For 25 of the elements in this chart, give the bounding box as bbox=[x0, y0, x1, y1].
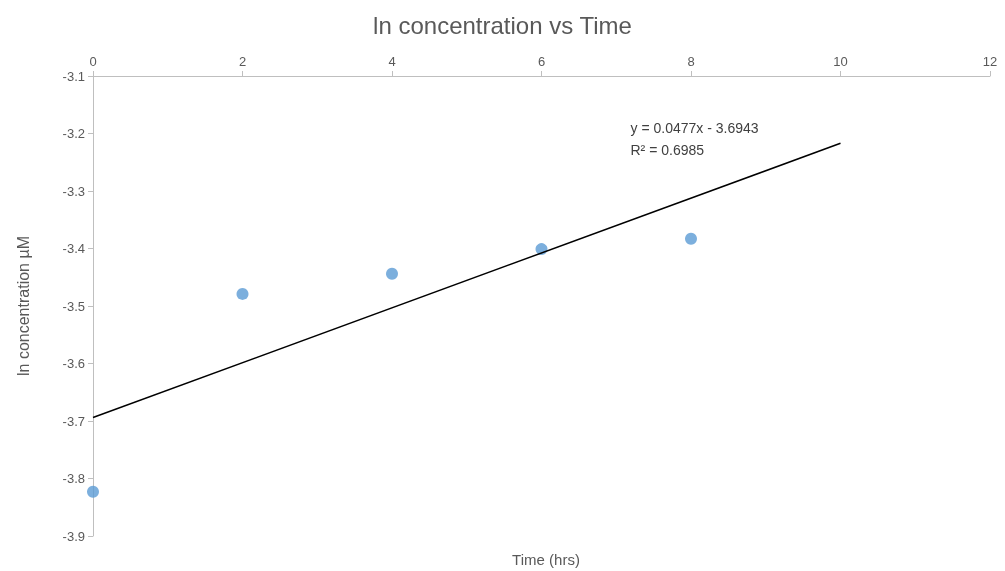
x-axis-title: Time (hrs) bbox=[512, 551, 580, 568]
x-tick-label: 10 bbox=[833, 54, 848, 69]
x-tick-label: 8 bbox=[687, 54, 695, 69]
annotation: R² = 0.6985 bbox=[630, 142, 705, 159]
y-tick-label: -3.2 bbox=[62, 126, 85, 141]
y-tick-label: -3.6 bbox=[62, 356, 85, 371]
point bbox=[87, 485, 99, 498]
y-tick-label: -3.4 bbox=[62, 241, 85, 256]
y-tick-label: -3.5 bbox=[62, 298, 85, 314]
chart-title: ln concentration vs Time bbox=[373, 11, 632, 39]
x-tick-label: 4 bbox=[388, 54, 396, 69]
x-tick-label: 6 bbox=[537, 54, 546, 69]
y-tick-label: -3.9 bbox=[62, 528, 85, 544]
y-tick-label: -3.3 bbox=[62, 183, 85, 199]
y-tick-label: -3.8 bbox=[62, 471, 85, 486]
y-tick-label: -3.7 bbox=[62, 413, 85, 429]
x-tick-label: 12 bbox=[982, 54, 998, 69]
y-tick-label: -3.1 bbox=[62, 68, 85, 84]
x-tick-label: 2 bbox=[238, 54, 247, 69]
annotation: y = 0.0477x - 3.6943 bbox=[630, 120, 759, 137]
x-tick-label: 0 bbox=[89, 54, 97, 69]
point bbox=[386, 267, 398, 280]
point bbox=[236, 287, 249, 300]
y-axis-title: ln concentration µM bbox=[14, 236, 32, 376]
point bbox=[685, 232, 697, 245]
